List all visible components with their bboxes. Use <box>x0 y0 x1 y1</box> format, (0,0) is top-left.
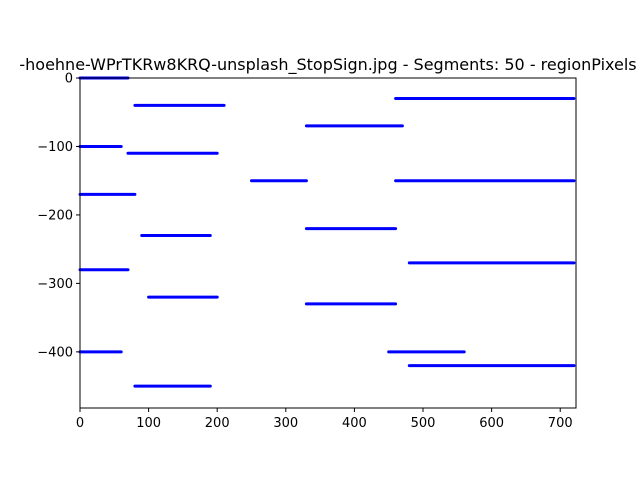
y-tick-label: −300 <box>37 277 73 292</box>
y-axis: 0 −100 −200 −300 −400 <box>37 72 80 360</box>
y-tick-label: 0 <box>65 72 73 87</box>
chart-title: -hoehne-WPrTKRw8KRQ-unsplash_StopSign.jp… <box>19 55 636 75</box>
x-tick-label: 400 <box>342 416 367 431</box>
x-tick-label: 100 <box>136 416 161 431</box>
y-tick-label: −100 <box>37 140 73 155</box>
x-tick-label: 600 <box>479 416 504 431</box>
plot-frame <box>79 77 577 409</box>
x-tick-label: 200 <box>205 416 230 431</box>
x-axis: 0 100 200 300 400 500 600 700 <box>76 408 573 431</box>
y-tick-label: −400 <box>37 345 73 360</box>
x-tick-label: 300 <box>273 416 298 431</box>
x-tick-label: 500 <box>411 416 436 431</box>
y-tick-label: −200 <box>37 208 73 223</box>
x-tick-label: 0 <box>76 416 84 431</box>
x-tick-label: 700 <box>548 416 573 431</box>
plot-area <box>78 76 576 388</box>
